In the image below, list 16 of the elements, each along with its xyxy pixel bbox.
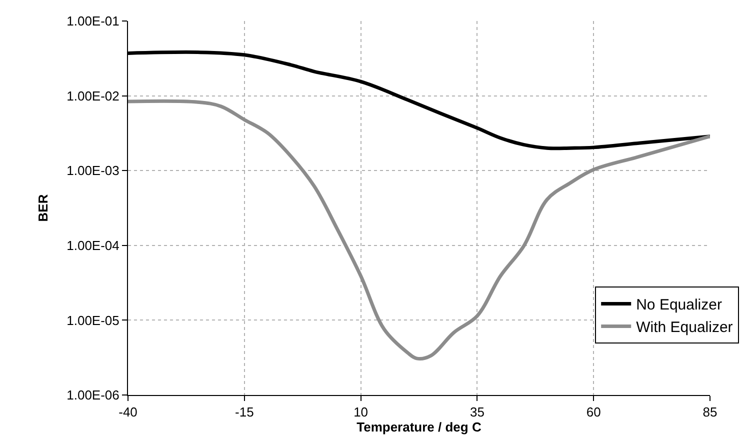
x-tick-label: 10 bbox=[354, 404, 368, 420]
y-tick-label: 1.00E-06 bbox=[66, 388, 120, 403]
x-tick-label: 60 bbox=[586, 404, 601, 420]
y-axis-title: BER bbox=[36, 194, 51, 222]
y-tick-label: 1.00E-03 bbox=[66, 163, 120, 178]
y-tick-label: 1.00E-04 bbox=[66, 238, 120, 253]
y-tick-label: 1.00E-05 bbox=[66, 312, 120, 328]
x-tick-label: -40 bbox=[118, 404, 138, 420]
x-tick-label: -15 bbox=[235, 404, 254, 420]
x-tick-label: 85 bbox=[702, 404, 718, 420]
x-tick-label: 35 bbox=[470, 404, 484, 420]
legend-label: With Equalizer bbox=[636, 319, 733, 336]
y-tick-label: 1.00E-01 bbox=[66, 14, 120, 29]
y-tick-label: 1.00E-02 bbox=[66, 88, 120, 104]
x-axis-title: Temperature / deg C bbox=[356, 420, 482, 435]
legend-label: No Equalizer bbox=[636, 296, 722, 314]
